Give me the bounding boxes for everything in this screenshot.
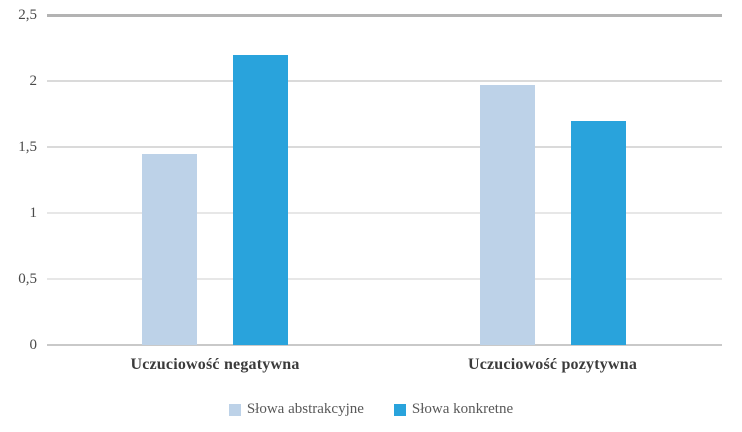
chart-legend: Słowa abstrakcyjne Słowa konkretne — [0, 401, 742, 418]
y-axis-tick-label: 1,5 — [18, 139, 37, 155]
gridline-0,5 — [47, 278, 722, 280]
gridline-2 — [47, 80, 722, 82]
bar-series-0-category-0 — [142, 153, 197, 345]
legend-swatch-icon — [228, 403, 241, 416]
y-axis-tick-label: 0 — [29, 337, 38, 353]
bar-series-0-category-1 — [479, 84, 535, 345]
gridline-2,5 — [47, 14, 722, 17]
gridline-1 — [47, 212, 722, 214]
y-axis-tick-label: 1 — [29, 205, 38, 221]
legend-label: Słowa konkretne — [411, 401, 514, 417]
bar-series-1-category-0 — [233, 54, 288, 345]
gridline-1,5 — [47, 146, 722, 148]
plot-area — [47, 14, 722, 346]
legend-item: Słowa abstrakcyjne — [228, 401, 364, 418]
y-axis-tick-label: 2 — [29, 73, 38, 89]
x-axis-category-label: Uczuciowość negatywna — [130, 356, 300, 373]
y-axis-tick-label: 2,5 — [18, 7, 37, 23]
gridline-0 — [47, 344, 722, 346]
legend-label: Słowa abstrakcyjne — [246, 401, 364, 417]
y-axis-tick-label: 0,5 — [18, 271, 37, 287]
legend-item: Słowa konkretne — [393, 401, 514, 418]
legend-swatch-icon — [393, 403, 406, 416]
x-axis-category-label: Uczuciowość pozytywna — [467, 356, 638, 373]
bar-series-1-category-1 — [570, 120, 626, 345]
